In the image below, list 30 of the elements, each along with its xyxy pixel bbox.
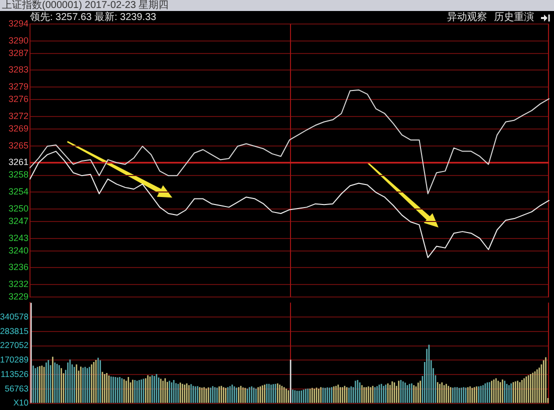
y-tick-label: 3229 bbox=[8, 292, 28, 302]
y-tick-label: 3272 bbox=[8, 110, 28, 121]
text: 异动观察 bbox=[447, 12, 487, 23]
y-tick-label: 3287 bbox=[8, 48, 28, 58]
y-tick-label: 3265 bbox=[8, 140, 28, 150]
y-tick-label: 3279 bbox=[8, 82, 28, 92]
y-tick-label: 3261 bbox=[8, 157, 28, 168]
y-tick-label: 3247 bbox=[8, 216, 28, 226]
y-tick-label: 3236 bbox=[8, 262, 28, 272]
y-tick-label: 3243 bbox=[8, 232, 28, 243]
y-tick-label: 3283 bbox=[8, 64, 28, 75]
y-tick-label: 3250 bbox=[8, 203, 28, 214]
y-tick-label: 227052 bbox=[0, 340, 29, 350]
y-tick-label: 340578 bbox=[0, 311, 29, 322]
text: 历史重演 bbox=[494, 12, 534, 23]
y-tick-label: 3294 bbox=[8, 18, 28, 28]
y-tick-label: 3232 bbox=[8, 278, 28, 289]
y-tick-label: 283815 bbox=[0, 326, 29, 336]
y-tick-label: 3254 bbox=[8, 186, 28, 197]
chart-title: 上证指数(000001) 2017-02-23 星期四 bbox=[2, 0, 169, 11]
y-tick-label: X10 bbox=[13, 398, 29, 408]
y-tick-label: 113526 bbox=[0, 368, 29, 379]
y-tick-label: 3240 bbox=[8, 245, 28, 256]
y-tick-label: 3269 bbox=[8, 124, 28, 134]
y-tick-label: 3258 bbox=[8, 170, 28, 180]
chart-subtitle: 领先: 3257.63 最新: 3239.33 bbox=[30, 12, 156, 23]
y-tick-label: 3276 bbox=[8, 94, 28, 104]
y-tick-label: 56763 bbox=[4, 383, 29, 394]
y-tick-label: 3290 bbox=[8, 35, 28, 46]
y-tick-label: 170289 bbox=[0, 354, 29, 365]
